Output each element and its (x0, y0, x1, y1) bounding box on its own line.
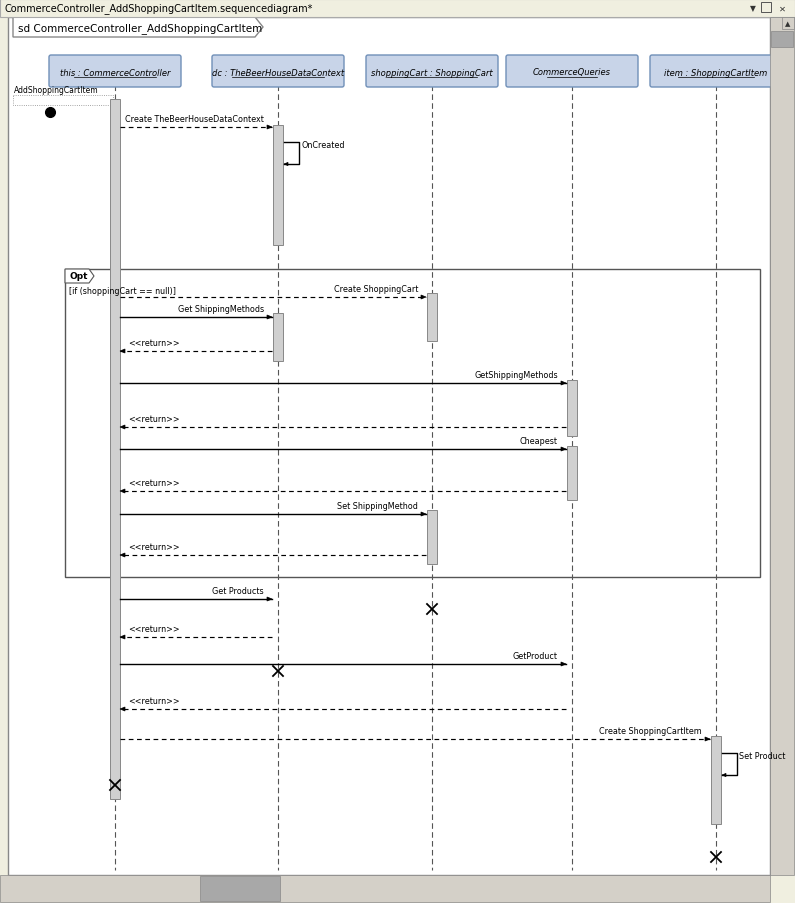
Text: AddShoppingCartItem: AddShoppingCartItem (14, 86, 99, 95)
Text: this : CommerceController: this : CommerceController (60, 69, 170, 78)
Bar (771, 32, 793, 48)
Polygon shape (120, 425, 125, 430)
Text: GetShippingMethods: GetShippingMethods (475, 370, 558, 379)
Text: GetProduct: GetProduct (513, 651, 558, 660)
Bar (273, 126, 283, 246)
Text: Create ShoppingCartItem: Create ShoppingCartItem (599, 726, 702, 735)
Bar (567, 446, 577, 500)
Polygon shape (120, 349, 125, 354)
Text: item : ShoppingCartItem: item : ShoppingCartItem (665, 69, 768, 78)
FancyBboxPatch shape (506, 56, 638, 88)
Text: Get ShippingMethods: Get ShippingMethods (178, 304, 264, 313)
Bar (427, 510, 437, 564)
Polygon shape (267, 598, 272, 601)
Text: ✕: ✕ (779, 5, 786, 14)
Bar (0, 0, 795, 18)
Polygon shape (267, 126, 272, 130)
Text: ▼: ▼ (750, 5, 756, 14)
Text: Opt: Opt (69, 272, 87, 281)
Text: Create TheBeerHouseDataContext: Create TheBeerHouseDataContext (125, 115, 264, 124)
Text: Set Product: Set Product (739, 751, 785, 760)
Polygon shape (120, 554, 125, 557)
FancyBboxPatch shape (212, 56, 344, 88)
Text: Create ShoppingCart: Create ShoppingCart (334, 284, 418, 293)
Bar (427, 293, 437, 341)
Text: ▲: ▲ (785, 21, 791, 27)
Polygon shape (120, 489, 125, 493)
Bar (567, 380, 577, 436)
Polygon shape (13, 18, 263, 38)
Text: Get Products: Get Products (212, 586, 264, 595)
Text: shoppingCart : ShoppingCart: shoppingCart : ShoppingCart (371, 69, 493, 78)
FancyBboxPatch shape (366, 56, 498, 88)
Bar (110, 100, 120, 799)
Text: [if (shoppingCart == null)]: [if (shoppingCart == null)] (69, 287, 176, 296)
Text: Set ShippingMethod: Set ShippingMethod (337, 501, 418, 510)
Text: <<return>>: <<return>> (128, 479, 180, 488)
Text: <<return>>: <<return>> (128, 414, 180, 424)
Polygon shape (421, 295, 426, 300)
Bar (711, 736, 721, 824)
Bar (65, 270, 760, 577)
FancyBboxPatch shape (650, 56, 782, 88)
Text: <<return>>: <<return>> (128, 543, 180, 552)
Polygon shape (65, 270, 94, 284)
Polygon shape (120, 636, 125, 639)
Bar (0, 875, 770, 902)
Polygon shape (722, 774, 726, 777)
Polygon shape (705, 737, 710, 741)
Text: dc : TheBeerHouseDataContext: dc : TheBeerHouseDataContext (212, 69, 344, 78)
Polygon shape (421, 512, 426, 517)
Bar (770, 18, 794, 875)
Bar (761, 3, 771, 13)
Polygon shape (267, 316, 272, 320)
Polygon shape (561, 448, 566, 452)
Text: <<return>>: <<return>> (128, 624, 180, 633)
FancyBboxPatch shape (49, 56, 181, 88)
Polygon shape (561, 662, 566, 666)
Polygon shape (120, 707, 125, 712)
Bar (273, 313, 283, 361)
Bar (782, 18, 794, 30)
Text: sd CommerceController_AddShoppingCartItem: sd CommerceController_AddShoppingCartIte… (18, 23, 262, 34)
Bar (13, 96, 113, 106)
Polygon shape (284, 163, 288, 166)
Text: Cheapest: Cheapest (520, 436, 558, 445)
Text: <<return>>: <<return>> (128, 339, 180, 348)
Text: CommerceQueries: CommerceQueries (533, 69, 611, 78)
Text: OnCreated: OnCreated (301, 142, 344, 150)
Bar (200, 876, 280, 901)
Text: <<return>>: <<return>> (128, 696, 180, 705)
Polygon shape (561, 382, 566, 386)
Text: CommerceController_AddShoppingCartItem.sequencediagram*: CommerceController_AddShoppingCartItem.s… (4, 4, 312, 14)
